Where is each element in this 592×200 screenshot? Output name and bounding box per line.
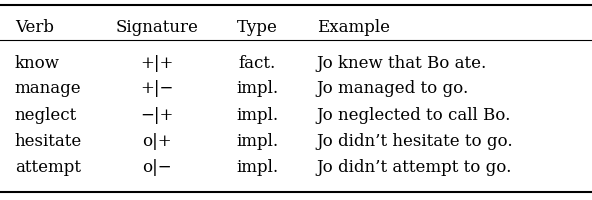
Text: neglect: neglect xyxy=(15,106,77,123)
Text: Jo didn’t hesitate to go.: Jo didn’t hesitate to go. xyxy=(317,132,513,150)
Text: Signature: Signature xyxy=(115,19,198,36)
Text: +|−: +|− xyxy=(140,80,173,97)
Text: know: know xyxy=(15,54,60,72)
Text: attempt: attempt xyxy=(15,158,81,176)
Text: o|+: o|+ xyxy=(142,132,172,150)
Text: −|+: −|+ xyxy=(140,106,173,123)
Text: impl.: impl. xyxy=(236,80,279,97)
Text: Jo knew that Bo ate.: Jo knew that Bo ate. xyxy=(317,54,487,72)
Text: impl.: impl. xyxy=(236,158,279,176)
Text: Type: Type xyxy=(237,19,278,36)
Text: Jo managed to go.: Jo managed to go. xyxy=(317,80,469,97)
Text: fact.: fact. xyxy=(239,54,276,72)
Text: impl.: impl. xyxy=(236,106,279,123)
Text: manage: manage xyxy=(15,80,82,97)
Text: o|−: o|− xyxy=(142,158,172,176)
Text: impl.: impl. xyxy=(236,132,279,150)
Text: Jo neglected to call Bo.: Jo neglected to call Bo. xyxy=(317,106,511,123)
Text: Jo didn’t attempt to go.: Jo didn’t attempt to go. xyxy=(317,158,512,176)
Text: hesitate: hesitate xyxy=(15,132,82,150)
Text: Verb: Verb xyxy=(15,19,54,36)
Text: +|+: +|+ xyxy=(140,54,173,72)
Text: Example: Example xyxy=(317,19,390,36)
